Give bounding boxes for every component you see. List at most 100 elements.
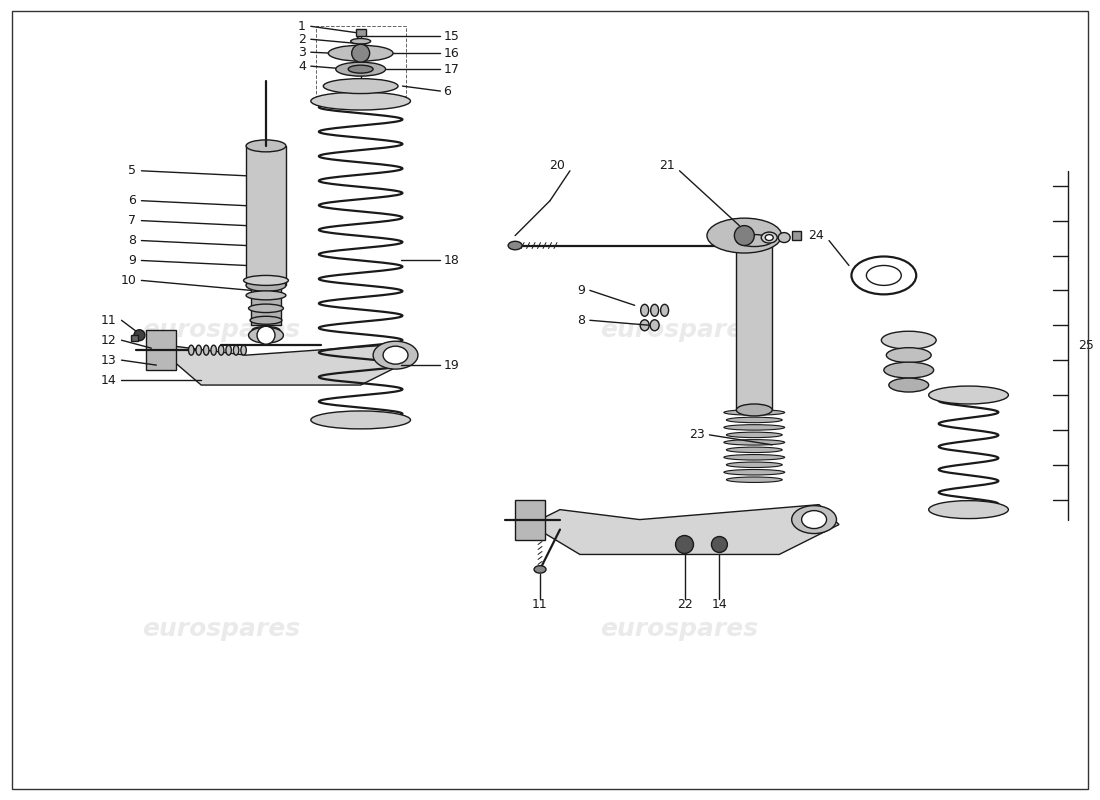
Ellipse shape [726,417,782,422]
Text: 9: 9 [578,284,585,297]
Ellipse shape [726,462,782,467]
Ellipse shape [233,345,239,355]
Ellipse shape [640,304,649,316]
Polygon shape [515,500,544,539]
Ellipse shape [204,345,209,355]
Ellipse shape [196,345,201,355]
Ellipse shape [928,501,1009,518]
Ellipse shape [724,425,784,430]
Circle shape [134,330,145,341]
Text: 6: 6 [443,85,451,98]
Ellipse shape [211,345,217,355]
Text: 14: 14 [712,598,727,610]
Text: 8: 8 [129,234,136,247]
Text: 12: 12 [101,334,117,346]
Text: 14: 14 [101,374,117,386]
Ellipse shape [650,320,659,330]
Text: eurospares: eurospares [601,618,759,642]
Circle shape [257,326,275,344]
Bar [792,231,801,240]
Ellipse shape [323,78,398,94]
Ellipse shape [761,232,778,243]
Ellipse shape [246,291,286,300]
Text: 22: 22 [676,598,692,610]
Text: 5: 5 [129,164,136,178]
Ellipse shape [887,348,932,362]
Ellipse shape [241,345,246,355]
Ellipse shape [249,327,284,343]
Ellipse shape [726,477,782,482]
Circle shape [352,44,370,62]
Bar [736,241,772,410]
Text: 20: 20 [549,159,565,172]
Polygon shape [530,505,839,554]
Ellipse shape [349,65,373,73]
Text: 24: 24 [808,229,824,242]
Text: 25: 25 [1078,338,1094,352]
Ellipse shape [724,454,784,460]
Text: 23: 23 [689,428,704,442]
Ellipse shape [535,566,546,573]
Bar [132,335,139,342]
Ellipse shape [336,62,386,76]
Circle shape [735,226,755,246]
Text: 19: 19 [443,358,459,372]
Text: 11: 11 [101,314,117,326]
Ellipse shape [726,447,782,453]
Ellipse shape [778,233,790,242]
Ellipse shape [246,279,286,291]
Ellipse shape [226,345,231,355]
Ellipse shape [707,218,782,253]
Text: 6: 6 [129,194,136,207]
Circle shape [712,537,727,553]
Text: 18: 18 [443,254,459,267]
Text: 11: 11 [532,598,548,610]
Ellipse shape [252,326,279,334]
Ellipse shape [219,345,224,355]
Polygon shape [146,330,176,370]
Ellipse shape [249,304,284,313]
Ellipse shape [802,510,826,529]
Ellipse shape [640,320,649,330]
Ellipse shape [661,304,669,316]
Ellipse shape [792,506,836,534]
Text: 2: 2 [298,33,306,46]
Ellipse shape [726,432,782,438]
Ellipse shape [736,404,772,416]
Text: 7: 7 [129,214,136,227]
Ellipse shape [373,342,418,369]
Text: 8: 8 [576,314,585,326]
Text: eurospares: eurospares [601,318,759,342]
Text: 17: 17 [443,62,459,76]
Text: 16: 16 [443,46,459,60]
Ellipse shape [351,38,371,44]
Text: eurospares: eurospares [142,318,300,342]
Ellipse shape [724,470,784,475]
Ellipse shape [724,410,784,415]
Ellipse shape [736,234,772,246]
Ellipse shape [928,386,1009,404]
Ellipse shape [883,362,934,378]
Ellipse shape [311,92,410,110]
Ellipse shape [650,304,659,316]
Ellipse shape [188,345,194,355]
Ellipse shape [311,411,410,429]
Bar [316,26,406,96]
Ellipse shape [889,378,928,392]
Ellipse shape [250,316,282,324]
Bar [251,281,280,326]
Text: 10: 10 [121,274,136,287]
Text: 15: 15 [443,30,459,42]
Text: 3: 3 [298,46,306,58]
Text: 1: 1 [298,20,306,33]
Text: eurospares: eurospares [142,618,300,642]
Text: 21: 21 [659,159,674,172]
Text: 4: 4 [298,60,306,73]
Ellipse shape [328,46,393,61]
Ellipse shape [881,331,936,349]
Ellipse shape [508,242,522,250]
Circle shape [675,535,693,554]
Ellipse shape [766,234,773,241]
Ellipse shape [724,440,784,445]
Polygon shape [166,345,410,385]
